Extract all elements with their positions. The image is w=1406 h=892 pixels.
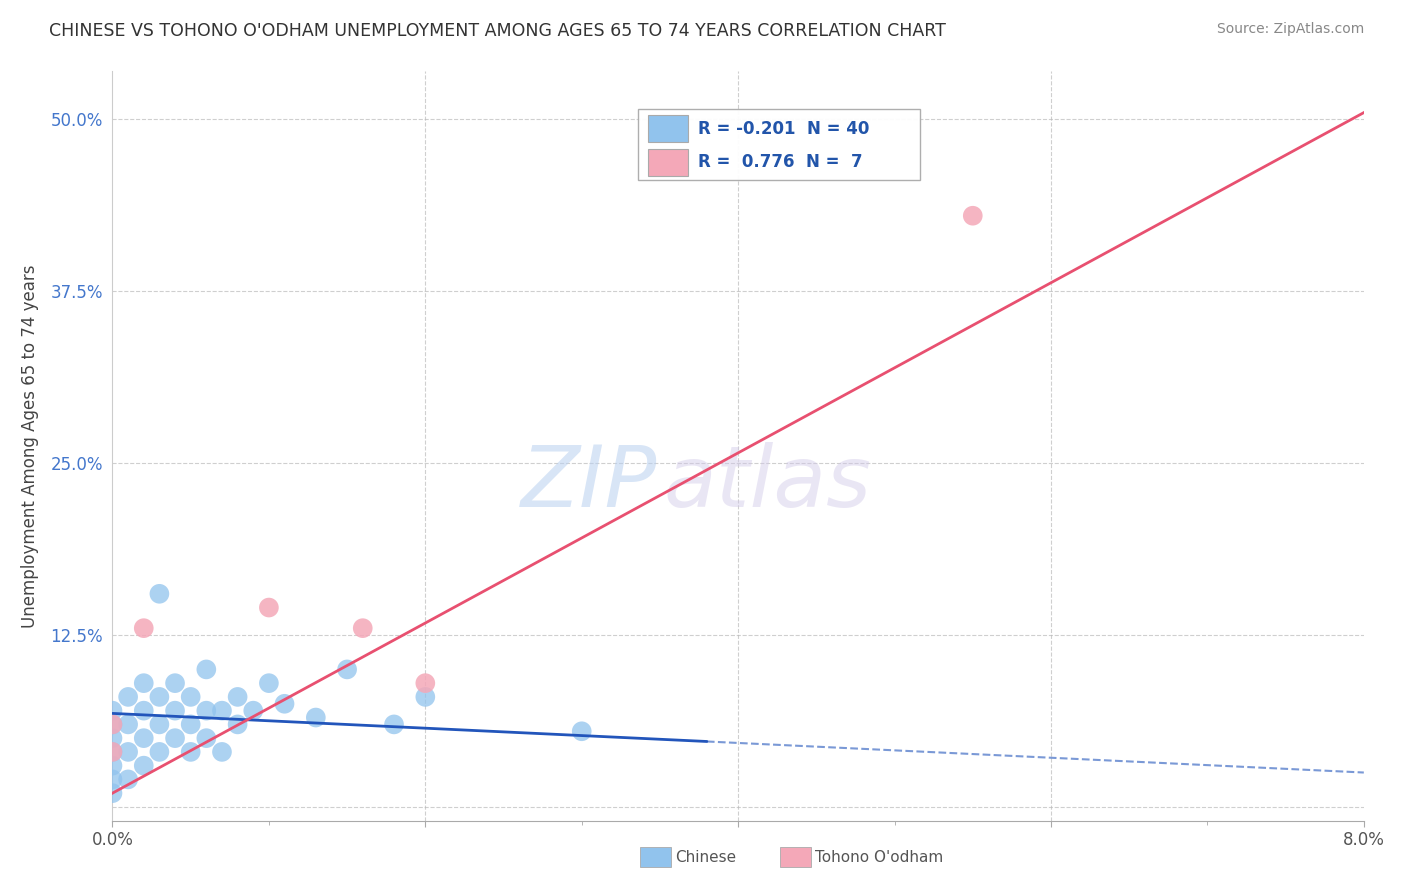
Point — [962, 209, 984, 223]
Point — [132, 676, 155, 690]
Point — [117, 717, 139, 731]
Text: atlas: atlas — [664, 442, 872, 525]
Point — [195, 731, 218, 746]
Point — [257, 676, 280, 690]
Point — [336, 662, 359, 676]
Point — [117, 745, 139, 759]
Point — [195, 704, 218, 718]
Point — [226, 717, 249, 731]
Point — [101, 745, 124, 759]
Point — [101, 717, 124, 731]
Point — [148, 717, 170, 731]
Point — [132, 758, 155, 772]
Point — [211, 704, 233, 718]
Point — [132, 621, 155, 635]
Point — [163, 731, 186, 746]
Point — [257, 600, 280, 615]
Point — [305, 710, 328, 724]
Text: Source: ZipAtlas.com: Source: ZipAtlas.com — [1216, 22, 1364, 37]
Point — [382, 717, 405, 731]
Point — [211, 745, 233, 759]
Text: Chinese: Chinese — [675, 850, 735, 864]
Point — [101, 731, 124, 746]
Point — [413, 690, 436, 704]
Point — [180, 745, 202, 759]
Point — [571, 724, 593, 739]
Bar — [648, 115, 688, 142]
Bar — [648, 149, 688, 176]
Point — [195, 662, 218, 676]
Point — [101, 758, 124, 772]
Point — [163, 704, 186, 718]
Point — [242, 704, 264, 718]
Point — [148, 690, 170, 704]
Text: ZIP: ZIP — [520, 442, 657, 525]
Text: R = -0.201  N = 40: R = -0.201 N = 40 — [699, 120, 869, 137]
Point — [132, 731, 155, 746]
Point — [101, 786, 124, 800]
Point — [352, 621, 374, 635]
Point — [101, 772, 124, 787]
Point — [180, 690, 202, 704]
Y-axis label: Unemployment Among Ages 65 to 74 years: Unemployment Among Ages 65 to 74 years — [21, 264, 39, 628]
Point — [273, 697, 295, 711]
Point — [117, 772, 139, 787]
Text: Tohono O'odham: Tohono O'odham — [815, 850, 943, 864]
Point — [101, 717, 124, 731]
Point — [148, 745, 170, 759]
Point — [132, 704, 155, 718]
Point — [180, 717, 202, 731]
Text: CHINESE VS TOHONO O'ODHAM UNEMPLOYMENT AMONG AGES 65 TO 74 YEARS CORRELATION CHA: CHINESE VS TOHONO O'ODHAM UNEMPLOYMENT A… — [49, 22, 946, 40]
Point — [163, 676, 186, 690]
Point — [101, 704, 124, 718]
Point — [413, 676, 436, 690]
Text: R =  0.776  N =  7: R = 0.776 N = 7 — [699, 153, 863, 171]
Point — [117, 690, 139, 704]
FancyBboxPatch shape — [638, 109, 920, 180]
Point — [226, 690, 249, 704]
Point — [148, 587, 170, 601]
Point — [101, 745, 124, 759]
